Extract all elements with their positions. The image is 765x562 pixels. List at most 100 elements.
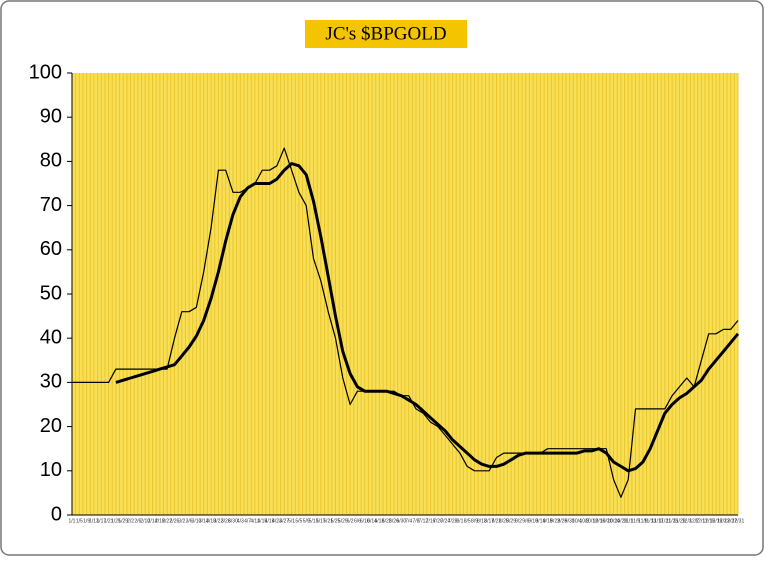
x-tick-label: 9/2 [515, 518, 522, 524]
x-tick-label: 11/25 [666, 518, 678, 524]
x-tick-label: 5/25 [331, 518, 341, 524]
x-tick-label: 1/9 [83, 518, 90, 524]
x-tick-label: 4/19 [265, 518, 275, 524]
y-tick-label: 100 [29, 61, 62, 83]
x-tick-label: 6/18 [375, 518, 385, 524]
x-tick-label: 1/13 [89, 518, 99, 524]
x-tick-label: 3/30 [228, 518, 238, 524]
x-tick-label: 6/26 [389, 518, 399, 524]
x-tick-label: 7/8 [413, 518, 420, 524]
x-tick-label: 12/27 [724, 518, 737, 524]
x-tick-label: 3/22 [214, 518, 224, 524]
x-tick-label: 10/20 [600, 518, 613, 524]
y-tick-label: 10 [40, 459, 62, 481]
series-line [72, 147, 739, 498]
x-tick-label: 10/4 [572, 518, 582, 524]
x-tick-label: 8/21 [492, 518, 502, 524]
x-tick-label: 1/21 [104, 518, 114, 524]
x-tick-label: 12/3 [682, 518, 692, 524]
x-tick-label: 6/2 [347, 518, 354, 524]
y-tick-label: 50 [40, 282, 62, 304]
x-tick-label: 9/18 [543, 518, 553, 524]
y-tick-label: 70 [40, 194, 62, 216]
x-tick-label: 1/29 [118, 518, 128, 524]
x-tick-label: 3/2 [178, 518, 185, 524]
x-tick-label: 5/17 [316, 518, 326, 524]
x-tick-label: 10/28 [615, 518, 628, 524]
x-tick-label: 12/15 [702, 518, 715, 524]
x-tick-label: 6/22 [382, 518, 392, 524]
x-tick-label: 2/6 [134, 518, 141, 524]
x-tick-label: 5/21 [323, 518, 333, 524]
x-tick-label: 8/9 [471, 518, 478, 524]
y-tick-label: 30 [40, 371, 62, 393]
x-tick-label: 5/5 [295, 518, 302, 524]
x-tick-label: 8/1 [456, 518, 463, 524]
x-tick-label: 5/13 [309, 518, 319, 524]
x-tick-label: 4/23 [272, 518, 282, 524]
x-tick-label: 1/17 [96, 518, 106, 524]
x-tick-label: 3/14 [199, 518, 209, 524]
y-tick-label: 60 [40, 238, 62, 260]
x-tick-label: 10/16 [593, 518, 606, 524]
x-tick-label: 3/26 [221, 518, 231, 524]
x-tick-label: 12/31 [732, 518, 745, 524]
x-tick-label: 12/23 [717, 518, 730, 524]
x-tick-label: 12/19 [710, 518, 723, 524]
y-tick-label: 90 [40, 105, 62, 127]
x-tick-label: 2/10 [140, 518, 150, 524]
x-tick-label: 6/14 [367, 518, 377, 524]
x-tick-label: 8/5 [464, 518, 471, 524]
x-tick-label: 9/14 [536, 518, 546, 524]
x-tick-label: 3/18 [206, 518, 216, 524]
x-tick-label: 4/11 [250, 518, 260, 524]
x-tick-label: 4/7 [244, 518, 251, 524]
series-line [115, 162, 740, 473]
x-tick-label: 7/24 [440, 518, 450, 524]
x-tick-label: 11/17 [651, 518, 663, 524]
title-box [305, 20, 467, 48]
x-tick-label: 7/4 [405, 518, 412, 524]
x-tick-label: 12/11 [695, 518, 707, 524]
x-tick-label: 10/12 [585, 518, 598, 524]
x-tick-label: 7/12 [418, 518, 428, 524]
x-tick-label: 11/1 [624, 518, 634, 524]
x-tick-label: 5/29 [338, 518, 348, 524]
x-tick-label: 9/22 [550, 518, 560, 524]
x-tick-label: 2/2 [127, 518, 134, 524]
x-tick-label: 11/5 [631, 518, 641, 524]
x-tick-label: 11/13 [644, 518, 656, 524]
x-tick-label: 9/10 [528, 518, 538, 524]
x-tick-label: 6/10 [360, 518, 370, 524]
x-tick-label: 3/10 [192, 518, 202, 524]
x-tick-label: 11/9 [638, 518, 648, 524]
x-tick-label: 8/13 [477, 518, 487, 524]
chart-title: JC's $BPGOLD [325, 23, 446, 44]
x-tick-label: 2/26 [170, 518, 180, 524]
x-tick-label: 8/17 [484, 518, 494, 524]
x-tick-label: 6/30 [396, 518, 406, 524]
x-tick-label: 7/28 [448, 518, 458, 524]
x-tick-label: 10/8 [579, 518, 589, 524]
x-tick-label: 11/29 [673, 518, 685, 524]
x-tick-label: 4/3 [237, 518, 244, 524]
x-tick-label: 2/14 [148, 518, 158, 524]
x-tick-label: 9/30 [565, 518, 575, 524]
x-tick-label: 7/16 [426, 518, 436, 524]
y-tick-label: 40 [40, 326, 62, 348]
x-tick-label: 2/18 [155, 518, 165, 524]
x-tick-label: 9/6 [522, 518, 529, 524]
x-tick-label: 1/5 [76, 518, 83, 524]
y-tick-label: 0 [51, 503, 62, 525]
x-tick-label: 2/22 [162, 518, 172, 524]
x-tick-label: 8/25 [499, 518, 509, 524]
x-tick-label: 1/25 [111, 518, 121, 524]
x-tick-label: 6/6 [354, 518, 361, 524]
y-tick-label: 20 [40, 415, 62, 437]
x-tick-label: 1/1 [69, 518, 76, 524]
x-tick-label: 12/7 [689, 518, 699, 524]
y-tick-label: 80 [40, 150, 62, 172]
x-tick-label: 7/20 [433, 518, 443, 524]
x-tick-label: 5/1 [288, 518, 295, 524]
